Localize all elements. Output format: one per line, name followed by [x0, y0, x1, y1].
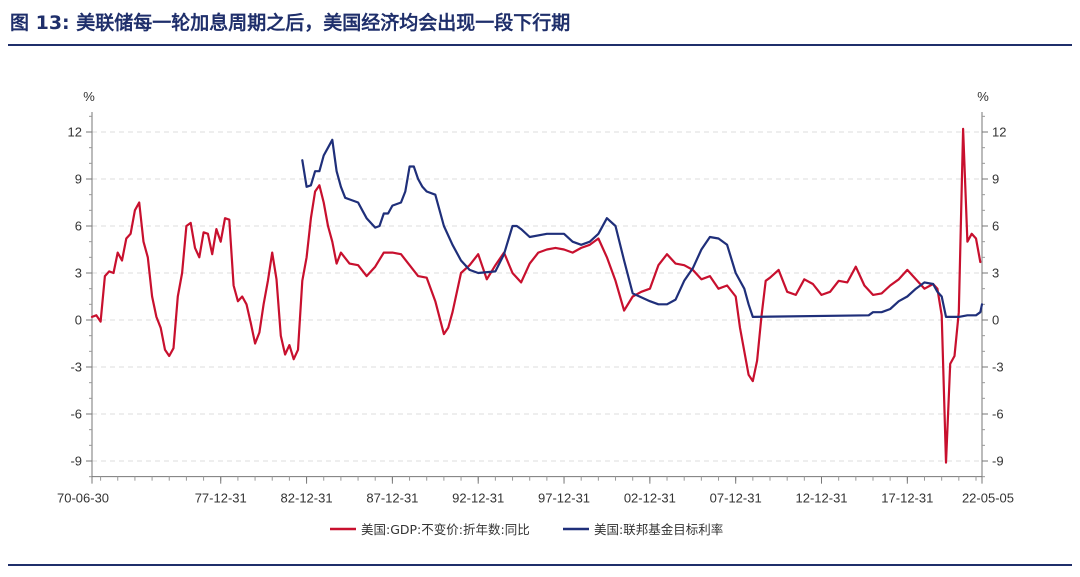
figure-number: 图 13: — [10, 12, 70, 34]
left-tick-label-9: 9 — [75, 172, 82, 187]
grid-lines — [92, 131, 982, 462]
x-tick-label-5: 97-12-31 — [538, 491, 590, 506]
legend: 美国:GDP:不变价:折年数:同比 美国:联邦基金目标利率 — [330, 522, 723, 537]
chart-axes — [91, 112, 983, 478]
right-tick-label-12: 12 — [992, 125, 1006, 140]
x-tick-label-4: 92-12-31 — [452, 491, 504, 506]
left-tick-label--9: -9 — [70, 454, 82, 469]
top-rule — [8, 44, 1072, 46]
left-tick-label-12: 12 — [68, 125, 82, 140]
series-lines — [90, 127, 984, 464]
figure-title: 美联储每一轮加息周期之后，美国经济均会出现一段下行期 — [76, 12, 571, 34]
x-tick-label-0: 70-06-30 — [57, 491, 109, 506]
x-tick-label-1: 77-12-31 — [195, 491, 247, 506]
axis-ticks: 12 12 9 9 6 6 3 3 0 0 -3 -3 -6 -6 -9 -9 70-06-30 77-12-31… — [57, 115, 1014, 506]
right-tick-label--9: -9 — [992, 454, 1004, 469]
left-tick-label-3: 3 — [75, 266, 82, 281]
right-tick-label-0: 0 — [992, 313, 999, 328]
bottom-rule — [8, 564, 1072, 566]
left-tick-label--6: -6 — [70, 407, 82, 422]
x-tick-label-3: 87-12-31 — [366, 491, 418, 506]
legend-label-gdp: 美国:GDP:不变价:折年数:同比 — [361, 522, 530, 537]
right-unit-label: % — [977, 89, 989, 104]
left-tick-label-0: 0 — [75, 313, 82, 328]
right-tick-label-6: 6 — [992, 219, 999, 234]
figure-caption: 图 13: 美联储每一轮加息周期之后，美国经济均会出现一段下行期 — [10, 8, 1070, 38]
legend-label-fed-rate: 美国:联邦基金目标利率 — [594, 522, 723, 537]
x-tick-label-9: 17-12-31 — [881, 491, 933, 506]
left-unit-label: % — [83, 89, 95, 104]
x-tick-label-10: 22-05-05 — [962, 491, 1014, 506]
left-tick-label-6: 6 — [75, 219, 82, 234]
x-tick-label-8: 12-12-31 — [795, 491, 847, 506]
x-tick-label-7: 07-12-31 — [710, 491, 762, 506]
x-tick-label-6: 02-12-31 — [624, 491, 676, 506]
right-tick-label-9: 9 — [992, 172, 999, 187]
right-tick-label--3: -3 — [992, 360, 1004, 375]
left-tick-label--3: -3 — [70, 360, 82, 375]
right-tick-label--6: -6 — [992, 407, 1004, 422]
x-tick-label-2: 82-12-31 — [281, 491, 333, 506]
series-line-gdp — [90, 127, 982, 464]
series-line-fed-rate — [301, 138, 984, 318]
right-tick-label-3: 3 — [992, 266, 999, 281]
